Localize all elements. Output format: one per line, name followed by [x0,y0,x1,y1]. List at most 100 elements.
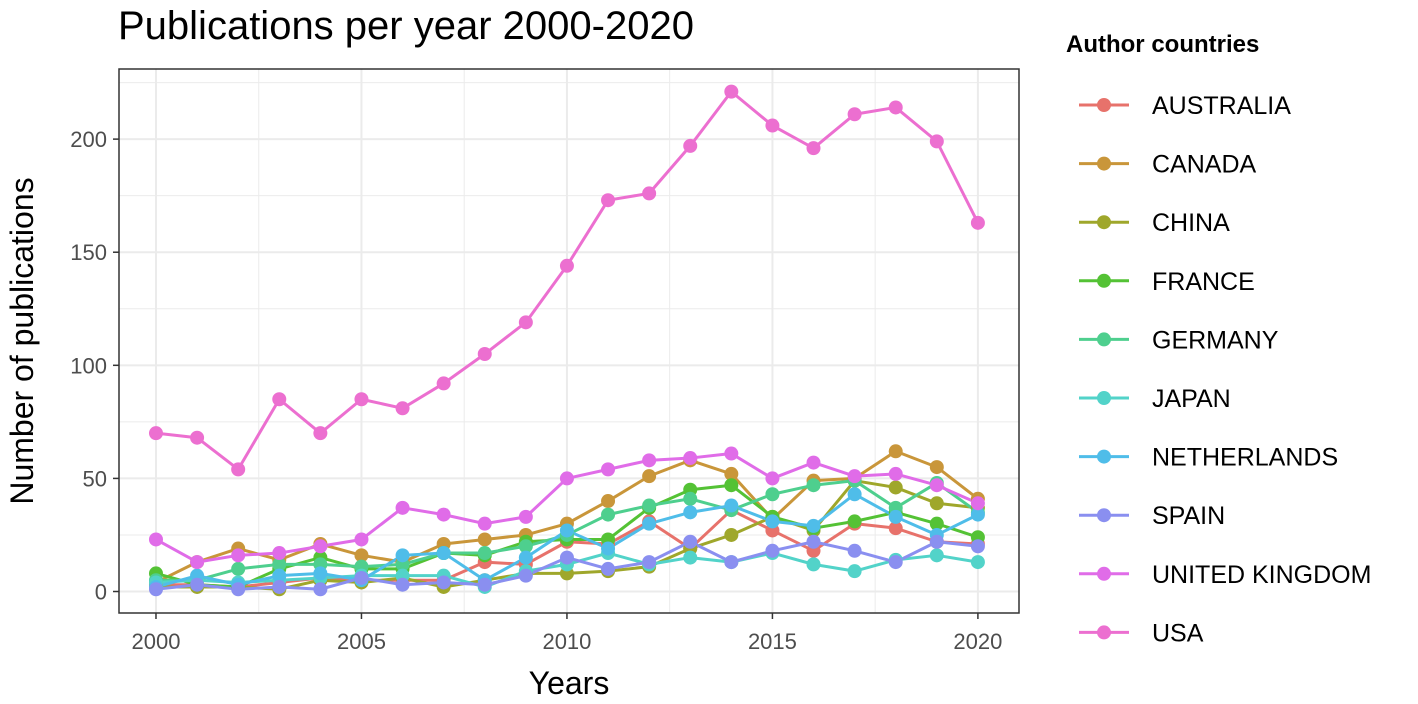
data-point-usa [313,426,328,441]
data-point-usa [601,193,616,208]
data-point-canada [888,444,903,459]
chart-title: Publications per year 2000-2020 [118,4,694,48]
data-point-spain [272,579,287,594]
legend-label: UNITED KINGDOM [1152,561,1371,589]
data-point-united-kingdom [683,451,698,466]
data-point-netherlands [559,523,574,538]
data-point-france [724,478,739,493]
data-point-usa [354,392,369,407]
legend-key-point [1097,215,1111,230]
data-point-canada [724,466,739,481]
data-point-netherlands [806,518,821,533]
data-point-netherlands [765,514,780,529]
data-point-netherlands [970,507,985,522]
data-point-united-kingdom [148,532,163,547]
data-point-usa [806,141,821,156]
legend: AUSTRALIA CANADA CHINA FRANCE GERMANY JAPAN NE… [1079,92,1371,647]
data-point-spain [888,555,903,570]
data-point-united-kingdom [190,555,205,570]
data-point-germany [601,507,616,522]
data-point-spain [970,539,985,554]
data-point-netherlands [683,505,698,520]
data-point-germany [231,561,246,576]
data-point-united-kingdom [806,455,821,470]
legend-item-netherlands: NETHERLANDS [1079,444,1338,472]
data-point-united-kingdom [929,478,944,493]
data-point-spain [642,555,657,570]
legend-key-point [1097,332,1111,347]
data-point-germany [683,491,698,506]
legend-key-point [1097,625,1111,640]
legend-item-usa: USA [1079,619,1204,647]
panel-border [118,68,1020,614]
data-point-china [724,527,739,542]
x-tick-label: 2010 [542,629,591,654]
x-tick-label: 2015 [748,629,797,654]
legend-key-point [1097,273,1111,288]
data-point-usa [970,215,985,230]
data-point-netherlands [436,546,451,561]
data-point-usa [888,100,903,115]
data-point-usa [231,462,246,477]
legend-label: USA [1152,619,1204,647]
data-point-spain [354,570,369,585]
legend-key-point [1097,391,1111,405]
data-point-spain [313,582,328,597]
data-point-canada [354,548,369,563]
legend-item-germany: GERMANY [1079,326,1279,354]
data-point-united-kingdom [970,496,985,511]
legend-key-point [1097,566,1111,581]
data-point-canada [601,494,616,509]
legend-key-point [1097,449,1111,464]
legend-label: CANADA [1152,151,1257,179]
x-axis-title: Years [529,665,610,701]
data-point-united-kingdom [559,471,574,486]
data-point-canada [477,532,492,547]
data-point-netherlands [395,548,410,563]
data-point-spain [683,534,698,549]
y-tick-label: 100 [70,353,107,378]
data-point-united-kingdom [765,471,780,486]
data-point-united-kingdom [888,466,903,481]
data-point-netherlands [272,568,287,583]
data-point-united-kingdom [518,509,533,524]
legend-label: SPAIN [1152,502,1225,530]
data-point-usa [847,107,862,122]
y-tick-label: 150 [70,240,107,265]
data-point-spain [765,543,780,558]
data-point-usa [148,426,163,441]
data-point-spain [231,582,246,597]
x-tick-label: 2005 [337,629,386,654]
legend-item-australia: AUSTRALIA [1079,92,1291,120]
legend-item-canada: CANADA [1079,151,1257,179]
data-point-france [929,516,944,531]
data-point-japan [929,548,944,563]
data-point-united-kingdom [436,507,451,522]
data-point-canada [929,460,944,475]
legend-label: CHINA [1152,209,1230,237]
data-point-france [847,514,862,529]
data-point-japan [683,550,698,565]
x-tick-label: 2000 [132,629,181,654]
data-point-usa [683,138,698,153]
data-point-spain [190,577,205,592]
y-tick-label: 0 [95,580,107,605]
legend-label: AUSTRALIA [1152,92,1291,120]
data-point-japan [847,564,862,579]
data-point-united-kingdom [642,453,657,468]
data-point-netherlands [313,566,328,581]
legend-item-japan: JAPAN [1079,385,1231,413]
data-point-germany [642,498,657,513]
data-point-usa [518,315,533,330]
data-point-netherlands [847,487,862,502]
data-point-japan [806,557,821,572]
data-point-china [888,480,903,495]
data-point-usa [477,347,492,362]
data-point-usa [642,186,657,201]
data-point-germany [765,487,780,502]
legend-item-united-kingdom: UNITED KINGDOM [1079,561,1371,589]
data-point-netherlands [601,541,616,556]
grid [119,69,1019,613]
legend-label: GERMANY [1152,326,1279,354]
data-point-canada [642,469,657,484]
